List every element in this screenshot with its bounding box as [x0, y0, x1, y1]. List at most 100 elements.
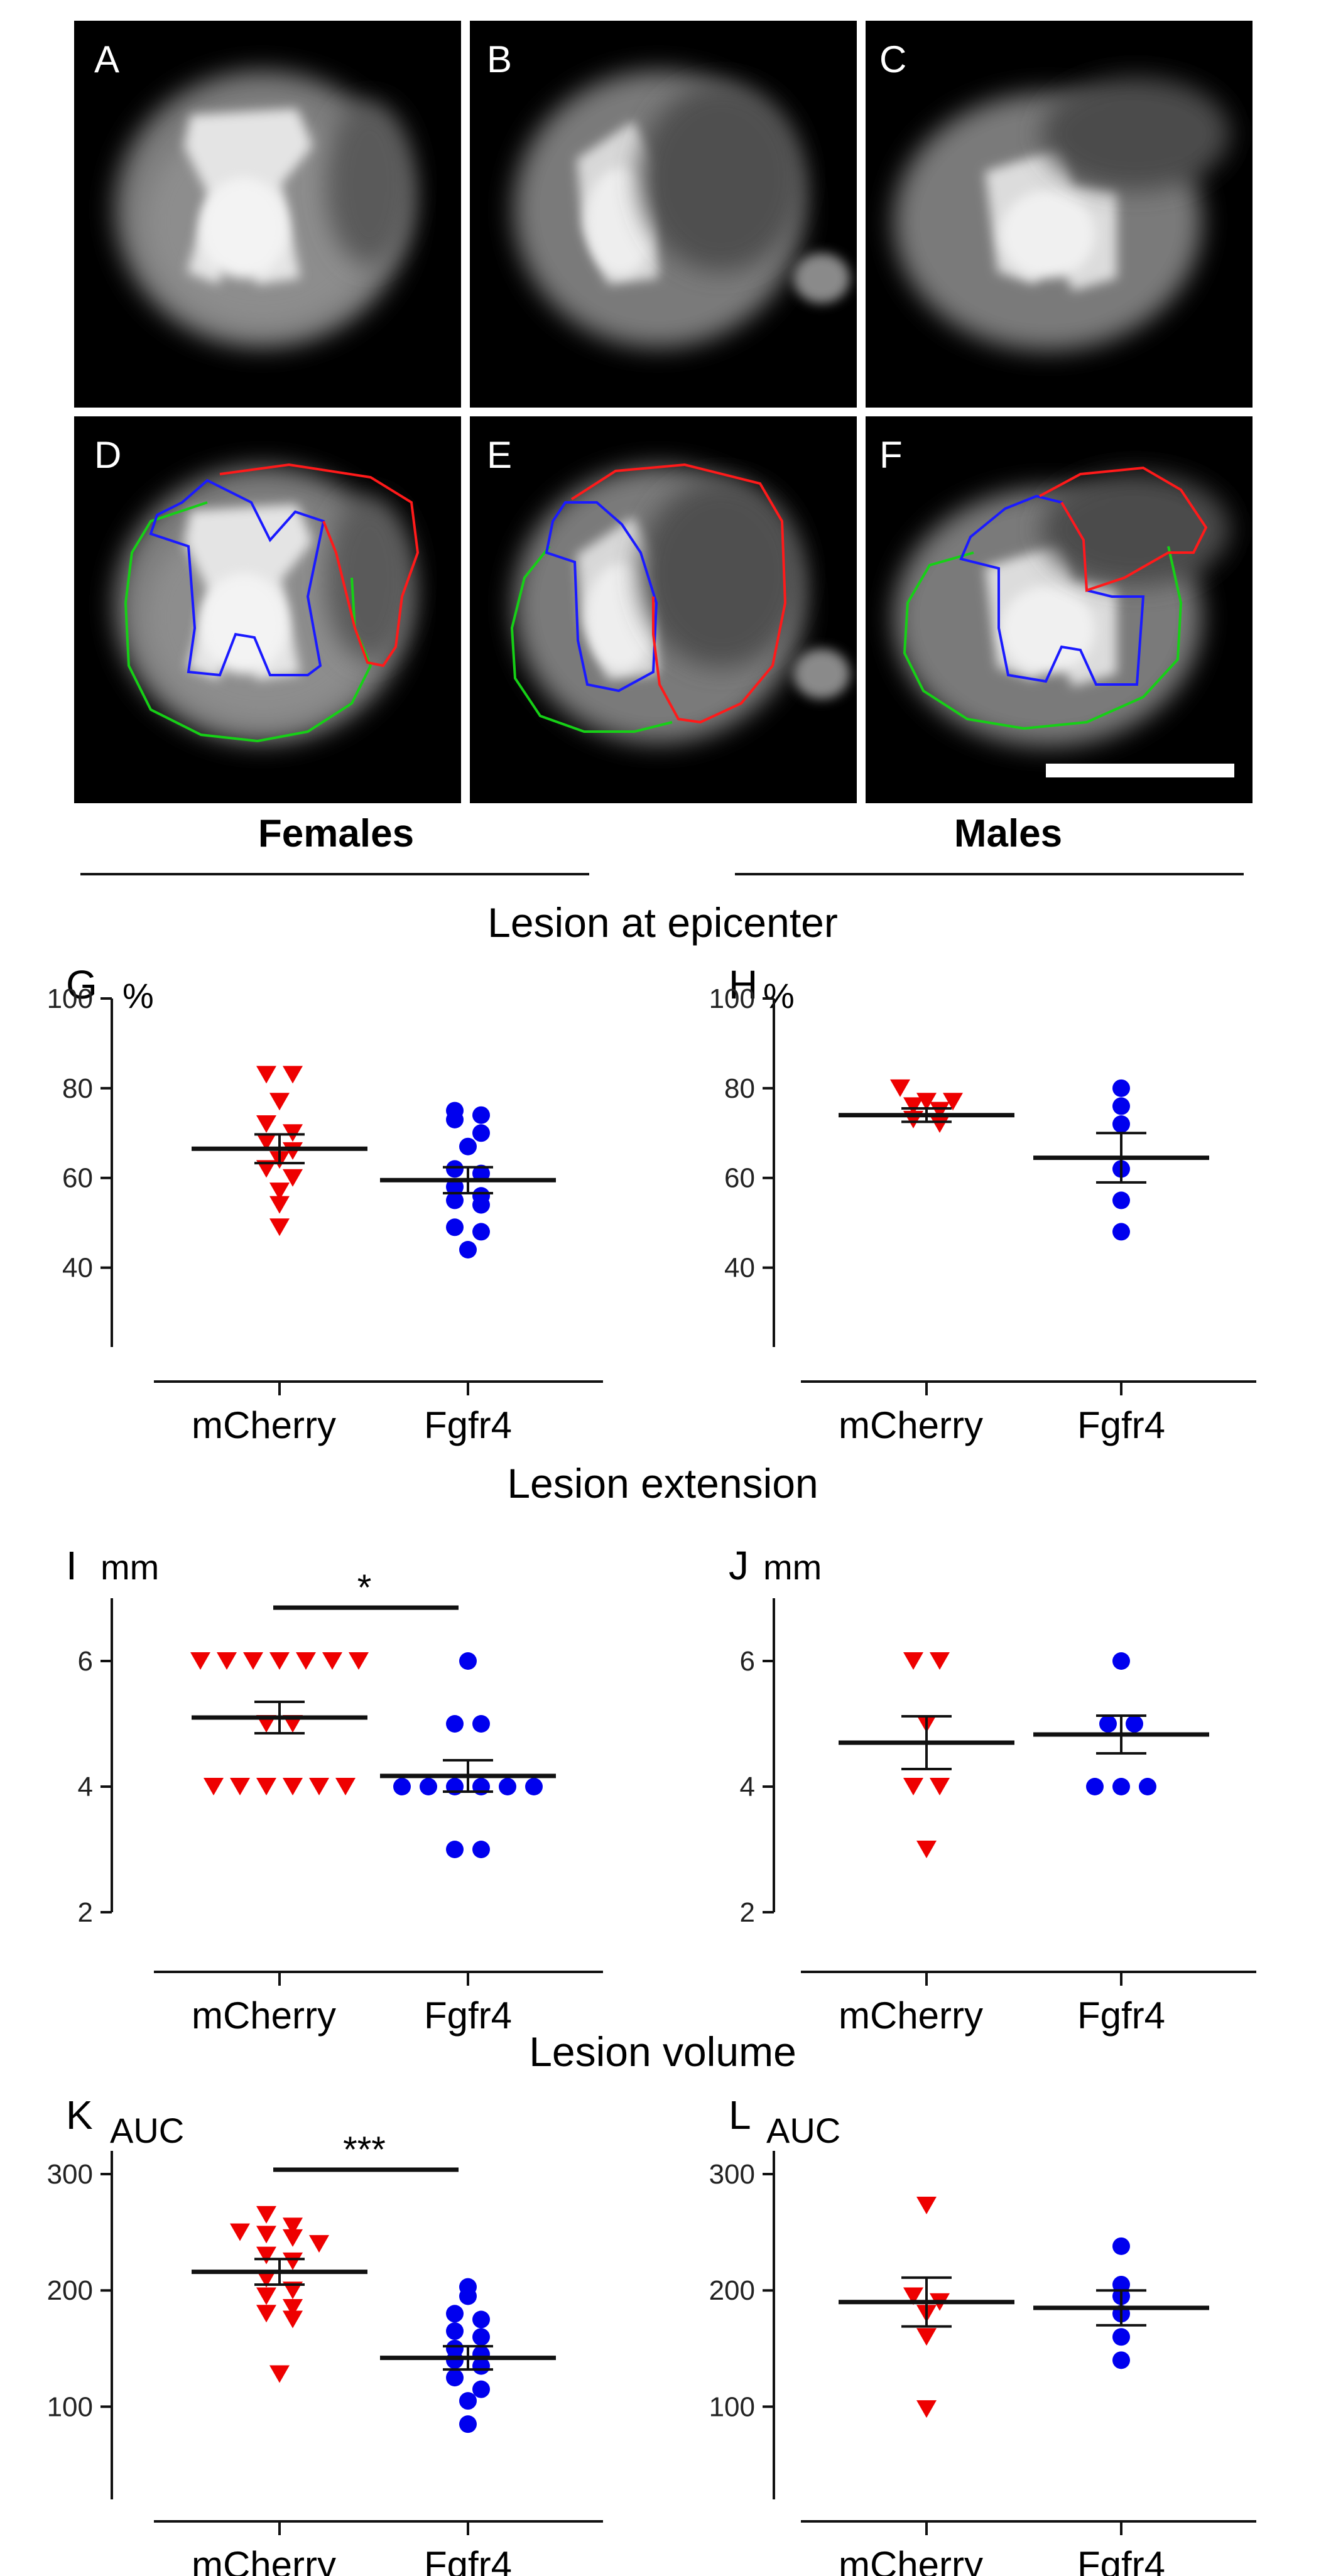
- x-tick-label-i: Fgfr4: [424, 1994, 512, 2037]
- point-fgfr4-i: [472, 1715, 490, 1733]
- point-fgfr4-k: [446, 2351, 464, 2369]
- point-mcherry-j: [930, 1652, 950, 1670]
- point-fgfr4-h: [1112, 1115, 1130, 1133]
- point-mcherry-l: [916, 2197, 937, 2215]
- point-fgfr4-i: [420, 1778, 437, 1795]
- y-tick-label-g: 60: [62, 1163, 93, 1194]
- point-mcherry-i: [190, 1652, 210, 1670]
- point-mcherry-g: [256, 1133, 276, 1151]
- y-tick-label-k: 100: [47, 2391, 93, 2422]
- panel-letter-j: J: [729, 1543, 749, 1588]
- point-fgfr4-g: [472, 1124, 490, 1142]
- y-tick-label-k: 300: [47, 2159, 93, 2190]
- point-mcherry-g: [269, 1196, 290, 1214]
- y-tick-label-i: 2: [78, 1897, 93, 1928]
- x-tick-label-h: Fgfr4: [1077, 1404, 1165, 1446]
- point-fgfr4-k: [446, 2305, 464, 2323]
- y-unit-g: %: [122, 976, 154, 1015]
- point-fgfr4-g: [446, 1178, 464, 1196]
- point-mcherry-k: [283, 2310, 303, 2329]
- panel-letter-c: C: [879, 38, 906, 80]
- panel-letter-l: L: [729, 2092, 751, 2138]
- point-mcherry-i: [296, 1652, 316, 1670]
- point-fgfr4-j: [1126, 1715, 1143, 1733]
- point-fgfr4-k: [446, 2369, 464, 2387]
- roi-blue-e: [545, 501, 658, 693]
- point-fgfr4-g: [446, 1160, 464, 1178]
- point-mcherry-k: [256, 2226, 276, 2244]
- y-tick-label-h: 80: [724, 1073, 755, 1104]
- point-mcherry-h: [930, 1101, 950, 1120]
- y-tick-label-i: 4: [78, 1772, 93, 1802]
- panel-c: C: [866, 21, 1253, 408]
- y-tick-label-l: 100: [709, 2391, 755, 2422]
- point-fgfr4-j: [1112, 1652, 1130, 1670]
- chart-h: H % 40 60 80 100 mCherry Fgfr4: [709, 962, 1256, 1446]
- y-unit-h: %: [763, 976, 795, 1015]
- point-mcherry-h: [943, 1093, 963, 1111]
- point-mcherry-l: [903, 2287, 923, 2305]
- group-headers: Females Males: [80, 812, 1244, 875]
- panel-d: D: [74, 416, 461, 803]
- y-tick-label-g: 80: [62, 1073, 93, 1104]
- point-fgfr4-l: [1112, 2351, 1130, 2369]
- panel-letter-f: F: [879, 434, 903, 476]
- y-tick-label-g: 40: [62, 1253, 93, 1284]
- point-fgfr4-k: [459, 2287, 477, 2305]
- point-mcherry-j: [916, 1841, 937, 1858]
- point-mcherry-k: [283, 2281, 303, 2300]
- point-fgfr4-j: [1139, 1778, 1156, 1795]
- title-extension: Lesion extension: [507, 1460, 818, 1507]
- y-tick-label-j: 2: [740, 1897, 755, 1928]
- point-mcherry-g: [269, 1093, 290, 1111]
- point-mcherry-g: [269, 1218, 290, 1237]
- panel-f: F: [866, 416, 1253, 803]
- point-fgfr4-i: [446, 1715, 464, 1733]
- point-fgfr4-g: [446, 1218, 464, 1237]
- point-fgfr4-h: [1112, 1079, 1130, 1097]
- point-mcherry-k: [230, 2223, 250, 2241]
- panel-letter-b: B: [487, 38, 512, 80]
- panel-letter-d: D: [94, 434, 121, 476]
- y-tick-label-i: 6: [78, 1646, 93, 1677]
- point-fgfr4-k: [472, 2310, 490, 2329]
- point-mcherry-j: [903, 1778, 923, 1795]
- panel-letter-i: I: [66, 1543, 77, 1588]
- point-mcherry-i: [322, 1652, 342, 1670]
- point-fgfr4-k: [472, 2328, 490, 2346]
- x-tick-label-l: Fgfr4: [1077, 2544, 1165, 2576]
- point-mcherry-i: [309, 1778, 329, 1795]
- panel-e: E: [470, 416, 857, 803]
- point-fgfr4-i: [525, 1778, 543, 1795]
- females-header: Females: [258, 812, 414, 855]
- point-mcherry-g: [256, 1160, 276, 1178]
- roi-red-e: [570, 463, 787, 724]
- point-mcherry-i: [256, 1778, 276, 1795]
- point-mcherry-h: [903, 1097, 923, 1115]
- panel-a: A: [74, 21, 461, 408]
- point-fgfr4-g: [472, 1196, 490, 1214]
- point-fgfr4-h: [1112, 1097, 1130, 1115]
- y-unit-j: mm: [763, 1547, 822, 1587]
- point-mcherry-j: [930, 1778, 950, 1795]
- point-fgfr4-g: [472, 1223, 490, 1241]
- point-mcherry-k: [283, 2299, 303, 2317]
- point-mcherry-k: [309, 2235, 329, 2253]
- point-fgfr4-j: [1099, 1715, 1117, 1733]
- roi-green-f: [903, 546, 1183, 730]
- point-mcherry-h: [916, 1093, 937, 1111]
- y-tick-label-l: 300: [709, 2159, 755, 2190]
- y-unit-l: AUC: [766, 2111, 840, 2150]
- point-mcherry-g: [283, 1169, 303, 1187]
- y-unit-i: mm: [101, 1547, 159, 1587]
- mri-panels: A B C D E: [74, 21, 1253, 803]
- panel-letter-h: H: [729, 962, 758, 1007]
- point-fgfr4-g: [472, 1164, 490, 1182]
- y-tick-label-h: 100: [709, 983, 755, 1014]
- point-mcherry-j: [903, 1652, 923, 1670]
- roi-red-f: [1039, 466, 1208, 592]
- point-fgfr4-l: [1112, 2237, 1130, 2255]
- point-mcherry-k: [283, 2229, 303, 2247]
- point-fgfr4-k: [472, 2380, 490, 2398]
